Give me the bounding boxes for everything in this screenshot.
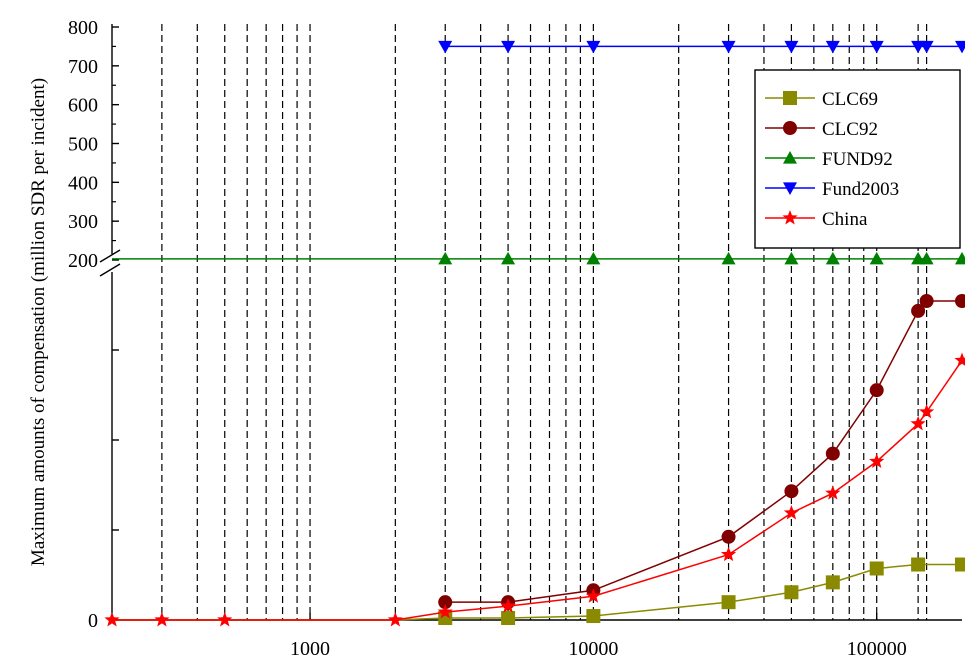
y-axis-title: Maximum amounts of compensation (million… bbox=[28, 78, 49, 566]
series-line bbox=[112, 360, 963, 621]
data-point bbox=[911, 303, 926, 318]
series-fund92 bbox=[112, 251, 965, 265]
x-tick-label: 100000 bbox=[847, 638, 907, 660]
data-point bbox=[387, 612, 403, 627]
data-point bbox=[438, 251, 453, 265]
data-point bbox=[784, 251, 799, 265]
legend-item: Fund2003 bbox=[765, 179, 899, 200]
legend-label: FUND92 bbox=[822, 149, 893, 170]
data-point bbox=[721, 40, 736, 54]
data-point bbox=[825, 485, 841, 500]
data-point bbox=[918, 403, 935, 419]
legend-label: CLC69 bbox=[822, 89, 878, 110]
legend-item: China bbox=[765, 209, 868, 230]
data-point bbox=[586, 251, 601, 265]
axis-break-mark bbox=[99, 263, 121, 277]
x-tick-label: 1000 bbox=[290, 638, 330, 660]
data-point bbox=[825, 446, 840, 461]
series-line bbox=[112, 563, 962, 621]
series-clc69 bbox=[112, 557, 965, 626]
series-china bbox=[104, 352, 965, 627]
legend-marker bbox=[782, 210, 798, 225]
data-point bbox=[501, 611, 516, 626]
y-tick-label: 600 bbox=[68, 95, 98, 117]
data-point bbox=[720, 546, 737, 562]
data-point bbox=[586, 40, 601, 54]
y-tick-label: 400 bbox=[68, 172, 98, 194]
data-point bbox=[954, 352, 965, 367]
data-point bbox=[869, 453, 885, 468]
data-point bbox=[869, 251, 884, 265]
axis-break-mark bbox=[99, 249, 121, 263]
y-tick-label: 200 bbox=[68, 250, 98, 272]
data-point bbox=[501, 251, 516, 265]
data-point bbox=[217, 612, 233, 627]
data-point bbox=[783, 505, 800, 520]
series-line bbox=[445, 300, 962, 603]
data-point bbox=[721, 251, 736, 265]
data-point bbox=[869, 40, 884, 54]
data-point bbox=[501, 40, 516, 54]
data-point bbox=[825, 575, 840, 590]
data-point bbox=[437, 604, 453, 619]
legend-label: China bbox=[822, 209, 868, 230]
data-point bbox=[869, 561, 884, 576]
legend-marker bbox=[783, 121, 797, 135]
data-point bbox=[825, 40, 840, 54]
vertical-gridlines bbox=[161, 24, 928, 620]
legend: CLC69 CLC92 FUND92 Fund2003 China bbox=[754, 69, 961, 249]
data-point bbox=[919, 294, 934, 308]
legend-item: FUND92 bbox=[765, 149, 893, 170]
data-point bbox=[955, 557, 965, 572]
legend-label: Fund2003 bbox=[822, 179, 899, 200]
data-point bbox=[784, 40, 799, 54]
data-point bbox=[910, 415, 926, 431]
legend-marker bbox=[783, 182, 797, 195]
data-point bbox=[500, 598, 516, 613]
data-point bbox=[911, 557, 926, 572]
series-clc92 bbox=[438, 294, 965, 610]
y-tick-label: 700 bbox=[68, 56, 98, 78]
data-point bbox=[438, 40, 453, 54]
data-point bbox=[154, 612, 170, 627]
legend-marker bbox=[783, 151, 797, 164]
legend-item: CLC92 bbox=[765, 119, 878, 140]
data-point bbox=[919, 251, 934, 265]
data-point bbox=[721, 595, 736, 610]
series-fund2003 bbox=[438, 40, 965, 54]
data-point bbox=[586, 609, 601, 624]
data-point bbox=[869, 383, 884, 398]
data-point bbox=[919, 40, 934, 54]
x-tick-label: 10000 bbox=[568, 638, 618, 660]
y-tick-label: 500 bbox=[68, 134, 98, 156]
data-point bbox=[585, 588, 601, 603]
data-point bbox=[104, 612, 120, 627]
legend-marker bbox=[783, 91, 797, 105]
data-point bbox=[955, 251, 965, 265]
y-tick-label: 800 bbox=[68, 17, 98, 39]
legend-label: CLC92 bbox=[822, 119, 878, 140]
y-tick-label: 300 bbox=[68, 211, 98, 233]
legend-item: CLC69 bbox=[765, 89, 878, 110]
series-layer bbox=[104, 40, 965, 627]
data-point bbox=[955, 294, 965, 308]
data-point bbox=[825, 251, 840, 265]
data-point bbox=[955, 40, 965, 54]
data-point bbox=[784, 484, 799, 499]
data-point bbox=[438, 595, 453, 610]
data-point bbox=[721, 529, 736, 544]
y-tick-label: 0 bbox=[88, 610, 98, 632]
data-point bbox=[784, 585, 799, 600]
